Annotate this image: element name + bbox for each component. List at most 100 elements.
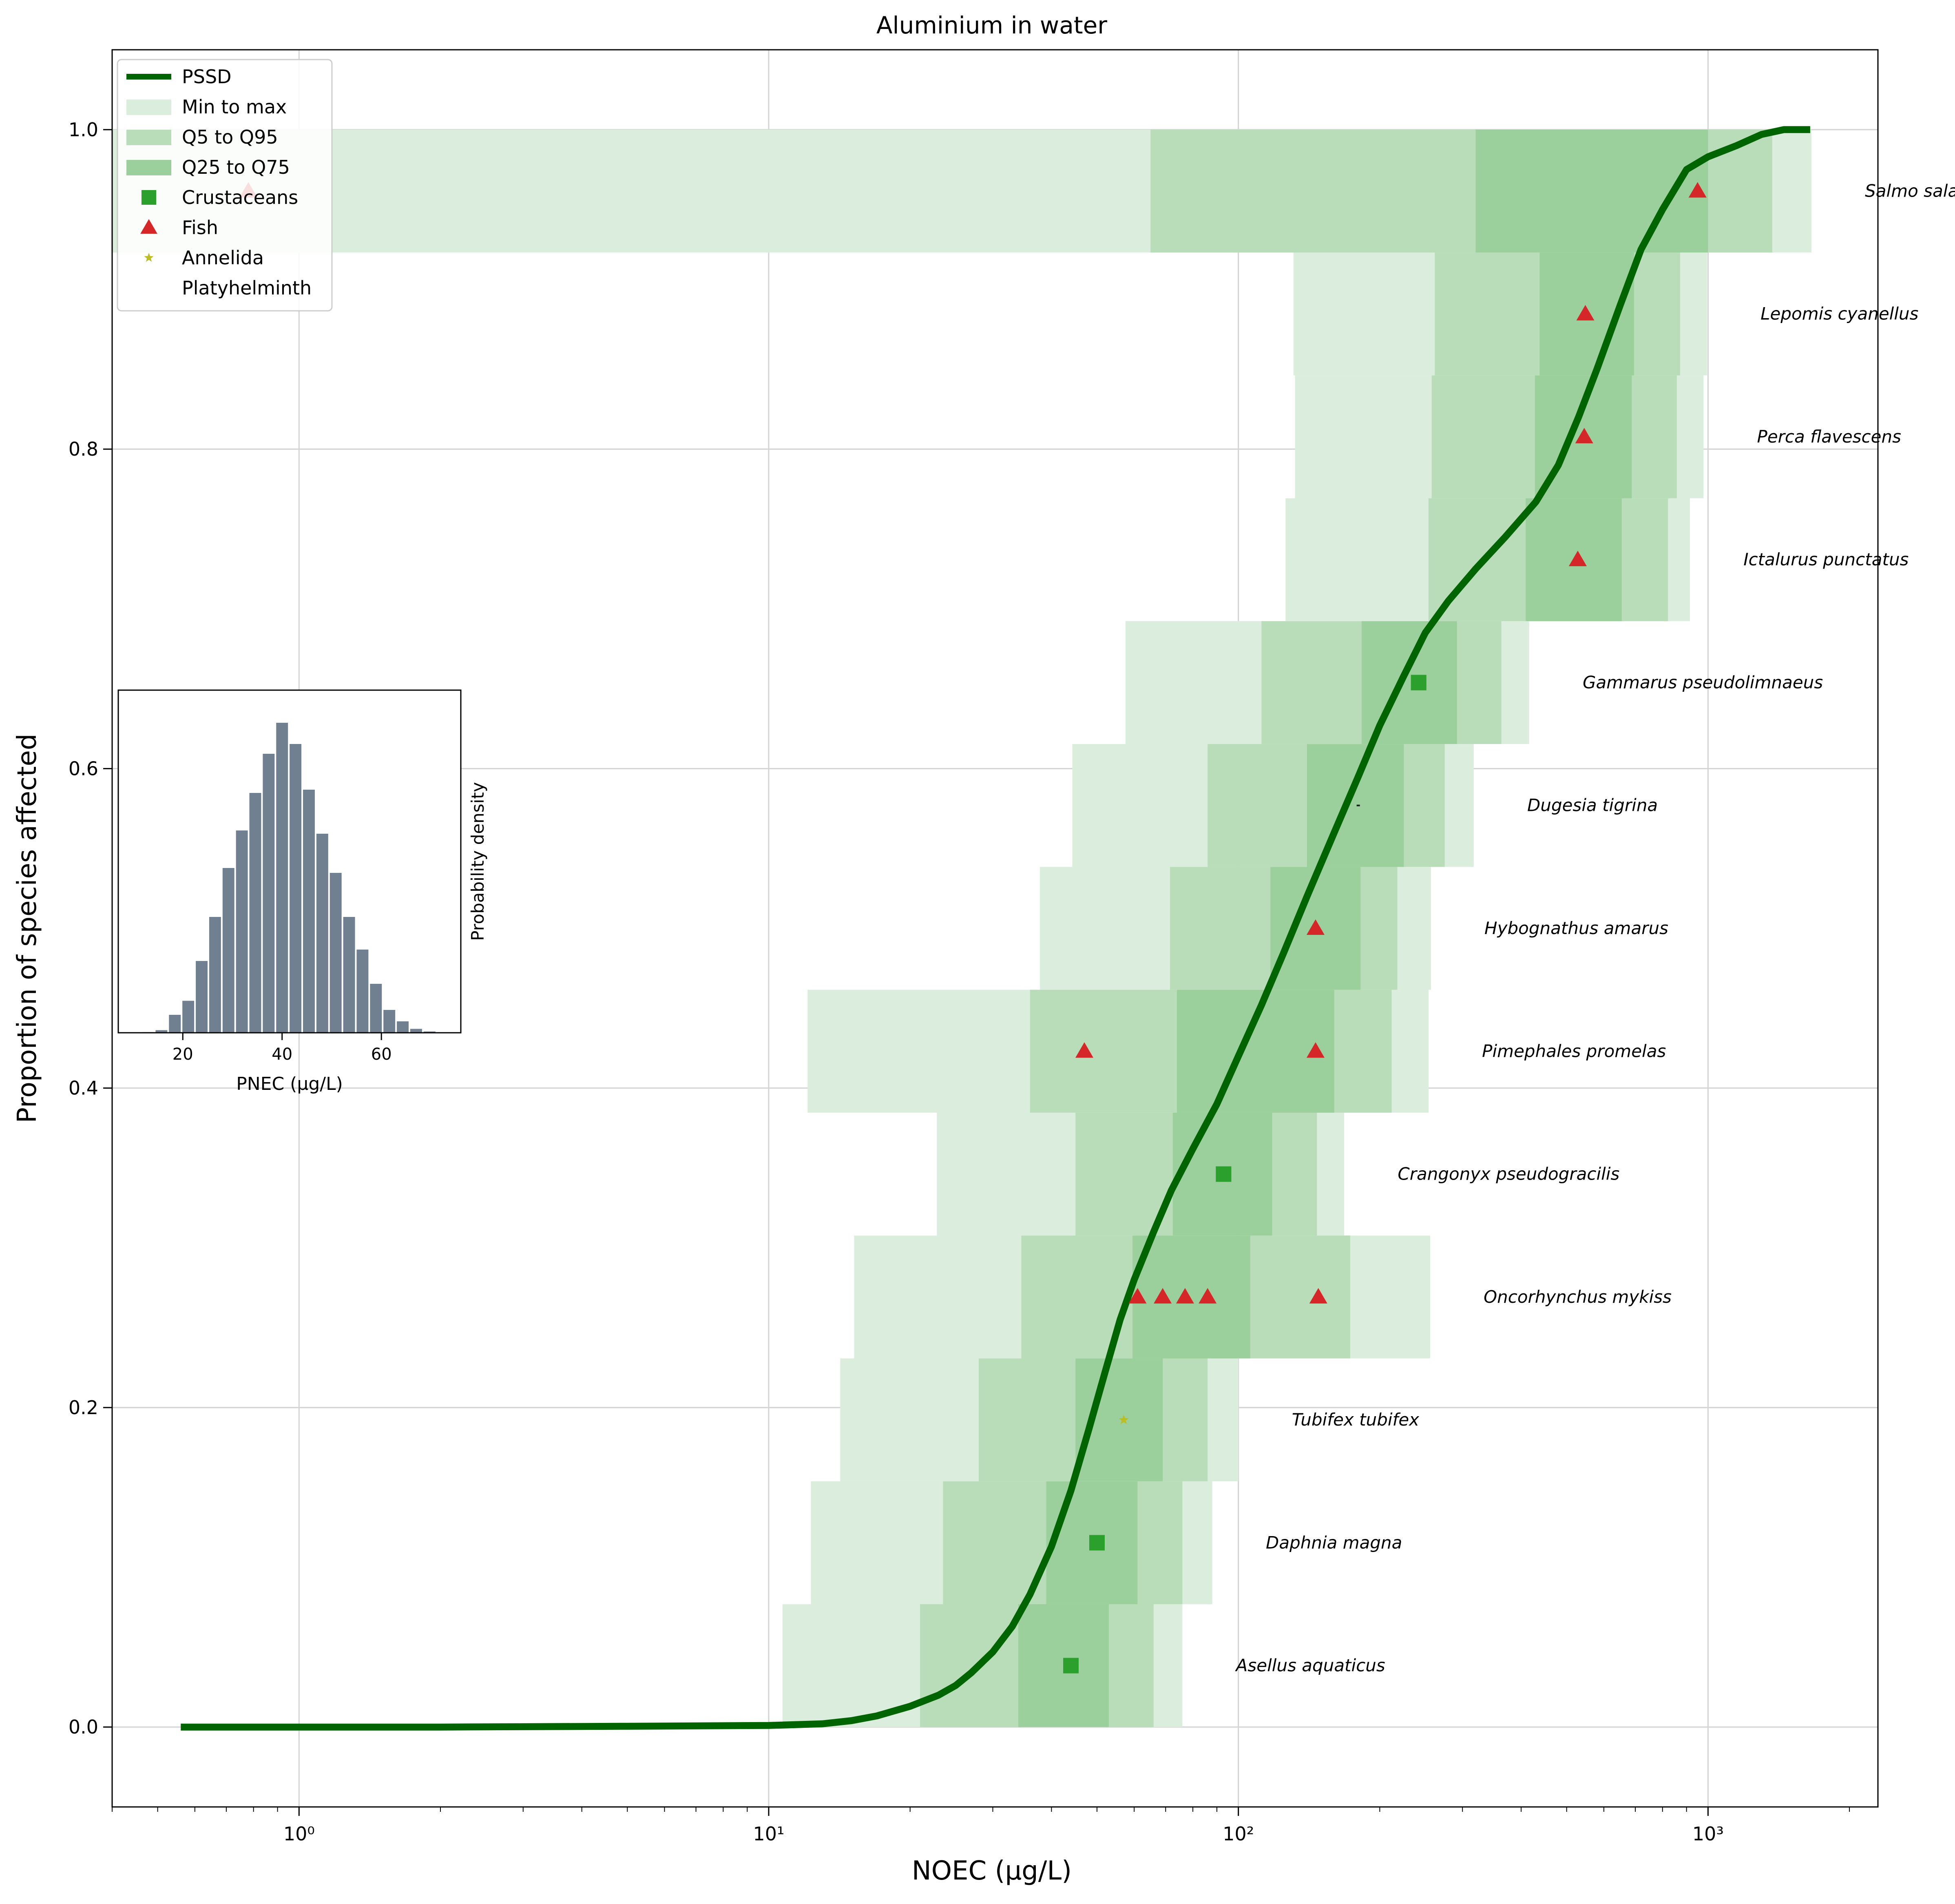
fish-marker	[1309, 1288, 1327, 1304]
band-q25-q75	[1475, 129, 1708, 253]
x-tick-label: 10⁰	[283, 1823, 315, 1845]
crustacean-marker	[1411, 675, 1426, 691]
y-tick-label: 0.0	[69, 1716, 98, 1738]
pnec-inset: 20 40 60 PNEC (µg/L) Probability density	[117, 689, 488, 1094]
fish-marker	[1688, 182, 1707, 198]
legend-label: Min to max	[182, 96, 287, 118]
legend-label: Q5 to Q95	[182, 126, 278, 148]
legend-label: PSSD	[182, 66, 232, 88]
inset-background	[118, 690, 461, 1033]
legend-box	[117, 59, 333, 312]
inset-bar	[290, 744, 302, 1033]
y-tick-label: 0.4	[69, 1077, 98, 1099]
inset-bar	[209, 917, 221, 1033]
y-tick-label: 0.2	[69, 1397, 98, 1419]
fish-marker	[1306, 919, 1325, 935]
fish-marker	[1199, 1288, 1217, 1304]
band-q25-q75	[1132, 1235, 1250, 1359]
x-axis-label: NOEC (µg/L)	[912, 1856, 1072, 1886]
x-axis-ticks: 10⁰ 10¹ 10² 10³	[112, 1807, 1850, 1845]
species-label: Tubifex tubifex	[1292, 1410, 1420, 1430]
y-tick-label: 1.0	[69, 119, 98, 141]
inset-bar	[169, 1015, 181, 1033]
inset-bar	[249, 793, 261, 1033]
species-label: Perca flavescens	[1757, 427, 1902, 447]
inset-tick-label: 60	[371, 1045, 392, 1064]
chart-title: Aluminium in water	[876, 11, 1107, 39]
species-label: Salmo salar	[1865, 181, 1955, 201]
species-label: Ictalurus punctatus	[1743, 549, 1909, 569]
fish-marker	[1575, 427, 1593, 443]
inset-bar	[410, 1029, 422, 1033]
inset-tick-label: 20	[172, 1045, 193, 1064]
legend-label: Platyhelminth	[182, 277, 312, 299]
species-label: Lepomis cyanellus	[1760, 304, 1918, 324]
species-label: Oncorhynchus mykiss	[1484, 1287, 1672, 1307]
legend-label: Crustaceans	[182, 186, 298, 208]
species-label: Gammarus pseudolimnaeus	[1583, 672, 1823, 692]
band-q25-q75	[1361, 621, 1457, 744]
fish-marker	[1576, 305, 1595, 321]
fish-marker	[1568, 551, 1587, 567]
legend-swatch-patch	[126, 130, 171, 145]
inset-bar	[196, 961, 208, 1033]
fish-marker	[1128, 1288, 1147, 1304]
species-label: Pimephales promelas	[1482, 1041, 1666, 1061]
inset-bar	[155, 1030, 168, 1033]
species-label: Daphnia magna	[1266, 1532, 1402, 1552]
inset-bar	[343, 917, 355, 1033]
inset-bar	[383, 1010, 396, 1033]
legend: PSSD Min to max Q5 to Q95 Q25 to Q75 Crustac…	[117, 59, 333, 312]
legend-label: Annelida	[182, 247, 264, 269]
x-tick-label: 10²	[1223, 1823, 1254, 1845]
crustacean-marker	[142, 190, 156, 205]
legend-label: Q25 to Q75	[182, 156, 290, 178]
inset-bar	[356, 950, 369, 1033]
crustacean-marker	[1216, 1166, 1232, 1182]
fish-marker	[1075, 1042, 1094, 1058]
legend-label: Fish	[182, 217, 218, 239]
crustacean-marker	[1063, 1658, 1079, 1674]
crustacean-marker	[1089, 1535, 1105, 1551]
inset-bars	[142, 723, 449, 1033]
band-q25-q75	[1307, 744, 1404, 867]
plot-frame	[111, 49, 1879, 1808]
legend-swatch-patch	[126, 160, 171, 175]
species-label: Crangonyx pseudogracilis	[1398, 1164, 1619, 1184]
x-tick-label: 10¹	[753, 1823, 785, 1845]
pssd-line	[181, 126, 1810, 1731]
inset-bar	[316, 834, 328, 1033]
y-tick-label: 0.8	[69, 438, 98, 460]
annelida-marker	[1119, 1415, 1129, 1424]
inset-bar	[263, 754, 275, 1033]
legend-swatch-patch	[126, 100, 171, 115]
fish-marker	[1306, 1042, 1325, 1058]
inset-bar	[276, 723, 288, 1033]
species-label: Dugesia tigrina	[1527, 795, 1658, 815]
inset-bar	[370, 984, 382, 1033]
fish-marker	[1176, 1288, 1194, 1304]
inset-x-label: PNEC (µg/L)	[236, 1074, 343, 1094]
fish-marker	[140, 219, 157, 234]
y-tick-label: 0.6	[69, 757, 98, 779]
inset-tick-label: 40	[272, 1045, 292, 1064]
inset-bar	[330, 873, 342, 1033]
inset-bar	[397, 1021, 409, 1033]
fish-marker	[1154, 1288, 1172, 1304]
y-axis-ticks: 0.0 0.2 0.4 0.6 0.8 1.0	[69, 119, 112, 1738]
species-labels: Asellus aquaticus Daphnia magna Tubifex tu…	[1235, 181, 1955, 1675]
inset-frame	[117, 689, 462, 1034]
inset-bar	[182, 1001, 195, 1033]
inset-bar	[303, 790, 315, 1033]
pssd-curve-group	[181, 126, 1810, 1731]
species-markers	[239, 182, 1707, 1674]
species-bands	[112, 129, 1811, 1727]
inset-bar	[236, 830, 248, 1033]
inset-y-label: Probability density	[468, 782, 488, 941]
y-axis-label: Proportion of species affected	[12, 734, 42, 1123]
inset-x-ticks: 20 40 60	[172, 1033, 392, 1064]
inset-bar	[222, 868, 234, 1033]
inset-bar	[423, 1031, 436, 1033]
